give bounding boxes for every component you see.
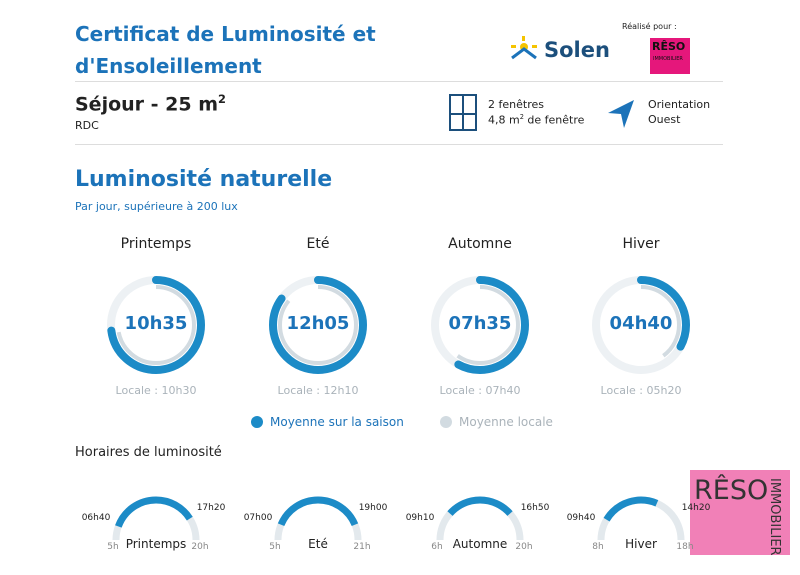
exponent: 2 <box>218 92 226 106</box>
gauge-start: 09h10 <box>405 513 435 523</box>
gauge-max: 21h <box>353 542 371 552</box>
season-value: 07h35 <box>448 313 512 334</box>
legend-dot <box>251 416 263 428</box>
season-name: Eté <box>306 236 330 252</box>
season-local: Locale : 07h40 <box>439 384 521 397</box>
ring-value <box>431 276 529 374</box>
season-name: Automne <box>448 236 512 252</box>
gauge-value <box>112 496 200 541</box>
gauge-name: Printemps <box>125 537 187 551</box>
watermark: IMMOBILIER <box>767 478 782 556</box>
ring-value <box>269 276 367 374</box>
season-name: Hiver <box>622 236 660 252</box>
season-local: Locale : 10h30 <box>115 384 197 397</box>
season-name: Printemps <box>120 236 192 252</box>
client-logo: RÊSO <box>652 40 686 53</box>
divider <box>75 144 723 145</box>
section-title: Luminosité naturelle <box>75 167 333 192</box>
divider <box>75 81 723 82</box>
ring-value <box>107 276 205 374</box>
client-logo-box <box>650 38 690 74</box>
gauge-track <box>597 496 685 541</box>
window-icon <box>449 94 477 131</box>
season-value: 10h35 <box>124 313 188 334</box>
gauge-max: 20h <box>191 542 209 552</box>
season-local: Locale : 12h10 <box>277 384 359 397</box>
orientation-arrow <box>608 100 634 128</box>
gauge-end: 16h50 <box>520 503 550 513</box>
section-subtitle: Par jour, supérieure à 200 lux <box>75 200 238 213</box>
room-level: RDC <box>75 119 99 132</box>
title-line: d'Ensoleillement <box>75 54 262 78</box>
legend-dot <box>440 416 452 428</box>
gauge-track <box>436 496 524 541</box>
gauge-name: Hiver <box>625 537 657 551</box>
gauge-start: 06h40 <box>81 513 111 523</box>
season-value: 04h40 <box>609 313 673 334</box>
gauge-min: 5h <box>269 542 281 552</box>
orientation-label: Orientation <box>648 98 711 111</box>
watermark-box <box>690 470 790 555</box>
gauge-value <box>597 496 685 541</box>
ring-local <box>440 285 520 365</box>
window-count: 2 fenêtres <box>488 98 544 111</box>
ring-local <box>116 285 196 365</box>
title-line: Certificat de Luminosité et <box>75 22 376 46</box>
gauge-min: 8h <box>592 542 604 552</box>
legend-label: Moyenne locale <box>459 415 553 429</box>
brand: Solen <box>544 38 610 62</box>
solen-logo <box>511 36 537 60</box>
gauge-name: Eté <box>308 537 328 551</box>
exponent: 2 <box>519 113 524 121</box>
made-for: Réalisé pour : <box>622 22 677 31</box>
ring-local <box>601 285 681 365</box>
gauge-value <box>274 496 362 541</box>
room-name-text: Séjour - 25 m <box>75 93 219 116</box>
gauge-track <box>112 496 200 541</box>
watermark: RÊSO <box>694 475 769 506</box>
window-area-value: 4,8 m <box>488 113 520 127</box>
schedule-title: Horaires de luminosité <box>75 445 222 460</box>
gauge-end: 19h00 <box>358 503 388 513</box>
ring-local <box>278 285 358 365</box>
title: Certificat de Luminosité et d'Ensoleille… <box>75 18 376 82</box>
gauge-end: 14h20 <box>681 503 711 513</box>
gauge-start: 09h40 <box>566 513 596 523</box>
gauge-max: 20h <box>515 542 533 552</box>
legend-label: Moyenne sur la saison <box>270 415 404 429</box>
orientation-value: Ouest <box>648 113 681 126</box>
ring-value <box>592 276 690 374</box>
room-name: Séjour - 25 m2 <box>75 92 226 115</box>
gauge-max: 18h <box>676 542 694 552</box>
season-value: 12h05 <box>286 313 350 334</box>
gauge-start: 07h00 <box>243 513 273 523</box>
gauge-min: 5h <box>107 542 119 552</box>
gauge-end: 17h20 <box>196 503 226 513</box>
client-logo-sub: IMMOBILIER <box>653 56 683 62</box>
window-area-suffix: de fenêtre <box>523 113 585 127</box>
gauge-name: Automne <box>452 537 508 551</box>
window-area: 4,8 m2 de fenêtre <box>488 113 584 127</box>
gauge-value <box>436 496 524 541</box>
gauge-track <box>274 496 362 541</box>
season-local: Locale : 05h20 <box>600 384 682 397</box>
gauge-min: 6h <box>431 542 443 552</box>
